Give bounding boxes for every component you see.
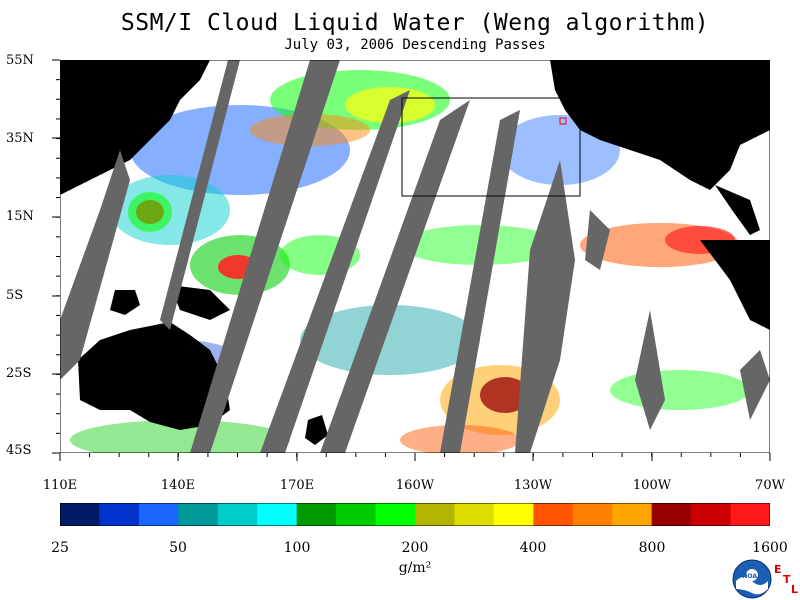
lat-label-55n: 55N: [6, 53, 34, 68]
colorbar-cell: [336, 503, 377, 526]
colorbar-label-400: 400: [519, 540, 547, 556]
etl-letter-l: L: [791, 583, 799, 596]
colorbar-cell: [691, 503, 732, 526]
map-subtitle: July 03, 2006 Descending Passes: [284, 37, 546, 53]
lat-label-35n: 35N: [6, 131, 34, 146]
colorbar-units: g/m²: [398, 560, 432, 576]
colorbar-cell: [217, 503, 258, 526]
colorbar-cell: [99, 503, 140, 526]
colorbar: [60, 503, 770, 526]
colorbar-cell: [612, 503, 653, 526]
map-title: SSM/I Cloud Liquid Water (Weng algorithm…: [120, 10, 710, 36]
colorbar-cell: [257, 503, 298, 526]
colorbar-cell: [493, 503, 534, 526]
colorbar-cell: [60, 503, 100, 526]
colorbar-cell: [375, 503, 416, 526]
colorbar-label-1600: 1600: [752, 540, 788, 556]
colorbar-label-100: 100: [283, 540, 311, 556]
etl-letter-t: T: [783, 573, 791, 586]
lat-label-15n: 15N: [6, 209, 34, 224]
lon-label-130w: 130W: [513, 478, 553, 493]
lon-label-110e: 110E: [42, 478, 78, 493]
colorbar-label-200: 200: [401, 540, 429, 556]
colorbar-cell: [178, 503, 219, 526]
colorbar-label-50: 50: [169, 540, 187, 556]
lat-label-45s: 45S: [6, 443, 32, 458]
lon-label-100w: 100W: [632, 478, 672, 493]
lon-label-170e: 170E: [279, 478, 315, 493]
lon-label-140e: 140E: [160, 478, 196, 493]
lon-label-70w: 70W: [755, 478, 785, 493]
marker-box: [559, 117, 567, 125]
colorbar-cell: [296, 503, 337, 526]
colorbar-cell: [730, 503, 770, 526]
lon-label-160w: 160W: [395, 478, 435, 493]
etl-letter-e: E: [774, 563, 782, 576]
region-box: [401, 97, 581, 197]
lat-label-25s: 25S: [6, 366, 32, 381]
colorbar-cell: [651, 503, 692, 526]
colorbar-cell: [533, 503, 574, 526]
cloud-water-map: [60, 60, 770, 453]
colorbar-cell: [138, 503, 179, 526]
noaa-logo-icon: NOAA: [732, 559, 772, 599]
colorbar-cell: [572, 503, 613, 526]
colorbar-label-25: 25: [51, 540, 69, 556]
colorbar-label-800: 800: [638, 540, 666, 556]
colorbar-cell: [415, 503, 455, 526]
colorbar-cell: [454, 503, 495, 526]
svg-text:NOAA: NOAA: [742, 573, 762, 580]
land-masses: [60, 60, 770, 445]
lat-label-5s: 5S: [6, 288, 24, 303]
